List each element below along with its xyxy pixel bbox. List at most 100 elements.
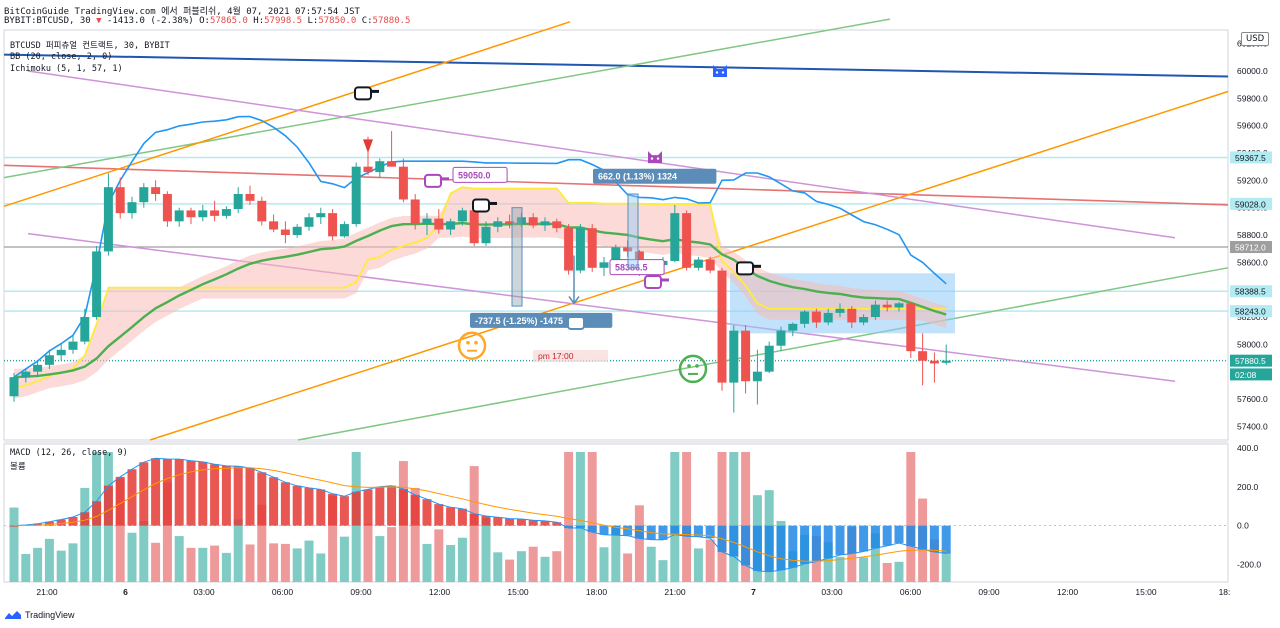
neutral-face-icon bbox=[457, 331, 487, 360]
measure-arrow-down bbox=[568, 255, 580, 305]
macd-histogram-bar bbox=[56, 519, 66, 526]
macd-histogram-bar bbox=[198, 461, 208, 526]
ema-line bbox=[13, 221, 947, 379]
close-value: 57880.5 bbox=[372, 16, 411, 26]
macd-histogram-bar bbox=[599, 525, 609, 535]
low-label: L: bbox=[307, 16, 319, 26]
macd-histogram-bar bbox=[540, 520, 550, 526]
legend-volume[interactable]: 볼륨 bbox=[10, 462, 26, 472]
macd-histogram-bar bbox=[941, 525, 951, 554]
tradingview-logo[interactable]: TradingView bbox=[4, 609, 75, 620]
tradingview-logo-icon bbox=[5, 611, 21, 619]
volume-bar bbox=[882, 562, 892, 582]
candle-body bbox=[44, 355, 54, 365]
price-tag-label: 58243.0 bbox=[1235, 307, 1266, 317]
candle-body bbox=[363, 166, 373, 173]
macd-histogram-bar bbox=[174, 459, 184, 526]
legend-bb[interactable]: BB (20, close, 2, 0) bbox=[10, 52, 113, 62]
volume-bar bbox=[410, 487, 420, 582]
macd-histogram-bar bbox=[870, 525, 880, 549]
volume-bar bbox=[44, 538, 54, 582]
candle-body bbox=[764, 345, 774, 372]
candle-body bbox=[752, 371, 762, 382]
measure-up-box bbox=[627, 193, 639, 269]
volume-bar bbox=[434, 529, 444, 582]
price-tag-label: 59028.0 bbox=[1235, 199, 1266, 209]
macd-histogram-bar bbox=[151, 458, 161, 526]
candle-body bbox=[328, 213, 338, 237]
time-tick-label: 12:00 bbox=[1057, 587, 1079, 597]
macd-histogram-bar bbox=[894, 525, 904, 543]
time-tick-label: 18: bbox=[1219, 587, 1231, 597]
volume-bar bbox=[292, 548, 302, 582]
macd-histogram-bar bbox=[729, 525, 739, 557]
candle-body bbox=[434, 218, 444, 230]
trend-line-lilac-upper bbox=[27, 70, 1176, 239]
price-tag-label: 58388.5 bbox=[1235, 287, 1266, 297]
legend-ichimoku[interactable]: Ichimoku (5, 1, 57, 1) bbox=[10, 64, 123, 74]
macd-histogram-bar bbox=[233, 466, 243, 526]
down-arrow-icon bbox=[363, 139, 373, 153]
volume-bar bbox=[729, 452, 739, 582]
volume-bar bbox=[575, 452, 585, 582]
candle-body bbox=[9, 377, 19, 397]
header-ohlc-line: BYBIT:BTCUSD, 30 ▼ -1413.0 (-2.38%) O:57… bbox=[4, 16, 410, 26]
candle-body bbox=[882, 304, 892, 308]
candle-body bbox=[410, 199, 420, 225]
price-tag-box bbox=[1230, 285, 1272, 298]
macd-histogram-bar bbox=[587, 525, 597, 533]
macd-histogram-bar bbox=[469, 513, 479, 526]
macd-histogram-bar bbox=[481, 515, 491, 526]
macd-histogram-bar bbox=[351, 491, 361, 526]
volume-bar bbox=[516, 551, 526, 582]
volume-bar bbox=[280, 543, 290, 582]
candle-body bbox=[811, 311, 821, 323]
candle-body bbox=[741, 330, 751, 382]
macd-histogram-bar bbox=[693, 525, 703, 537]
volume-bar bbox=[693, 548, 703, 582]
volume-bar bbox=[446, 545, 456, 582]
time-tick-label: 09:00 bbox=[350, 587, 372, 597]
time-note-text: pm 17:00 bbox=[538, 351, 574, 361]
candle-body bbox=[210, 210, 220, 216]
candle-body bbox=[599, 262, 609, 268]
candle-body bbox=[280, 229, 290, 235]
annotation-box bbox=[452, 166, 508, 183]
price-tick-label: 58600.0 bbox=[1237, 257, 1268, 267]
macd-histogram-bar bbox=[68, 516, 78, 526]
volume-bar bbox=[835, 556, 845, 582]
macd-histogram-bar bbox=[316, 489, 326, 526]
volume-bar bbox=[127, 532, 137, 582]
macd-histogram-bar bbox=[257, 472, 267, 526]
time-tick-label: 15:00 bbox=[1135, 587, 1157, 597]
price-tick-label: 58800.0 bbox=[1237, 230, 1268, 240]
open-value: 57865.0 bbox=[209, 16, 248, 26]
candle-body bbox=[894, 303, 904, 308]
volume-bar bbox=[717, 452, 727, 582]
macd-histogram-bar bbox=[847, 525, 857, 554]
currency-button[interactable]: USD bbox=[1241, 32, 1270, 46]
macd-histogram-bar bbox=[918, 525, 928, 550]
volume-bar bbox=[328, 495, 338, 582]
price-tick-label: 59200.0 bbox=[1237, 175, 1268, 185]
candle-body bbox=[245, 194, 255, 201]
volume-bar bbox=[929, 539, 939, 582]
candle-body bbox=[21, 371, 31, 378]
candle-body bbox=[115, 187, 125, 214]
time-tick-label: 7 bbox=[751, 587, 756, 597]
volume-bar bbox=[859, 557, 869, 582]
price-tick-label: 57400.0 bbox=[1237, 421, 1268, 431]
volume-bar bbox=[56, 550, 66, 582]
macd-histogram-bar bbox=[764, 525, 774, 572]
candle-body bbox=[257, 200, 267, 222]
volume-bar bbox=[186, 547, 196, 582]
macd-histogram-bar bbox=[92, 501, 102, 526]
macd-signal-line bbox=[13, 467, 947, 562]
legend-title[interactable]: BTCUSD 퍼피츄얼 컨트랙트, 30, BYBIT bbox=[10, 41, 170, 51]
candle-body bbox=[859, 317, 869, 323]
candle-body bbox=[33, 364, 43, 372]
legend-macd[interactable]: MACD (12, 26, close, 9) bbox=[10, 448, 128, 458]
price-tag-box bbox=[1230, 241, 1272, 254]
macd-histogram-bar bbox=[505, 518, 515, 526]
